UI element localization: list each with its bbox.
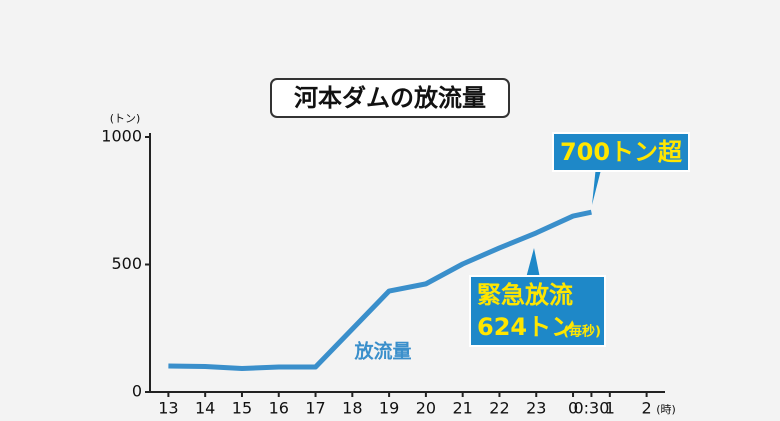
- callout-pointer: [592, 166, 602, 205]
- x-tick-label: 2: [642, 399, 652, 418]
- x-tick-label: 15: [232, 399, 252, 418]
- x-tick-label: 22: [489, 399, 509, 418]
- y-tick-label: 0: [132, 382, 142, 401]
- x-tick-label: 16: [269, 399, 289, 418]
- data-line: [168, 209, 592, 372]
- annotation: (毎秒): [563, 324, 601, 340]
- x-tick-label: 21: [452, 399, 472, 418]
- callout-pointer: [526, 248, 540, 278]
- x-tick-label: 0: [568, 399, 578, 418]
- callout-box: [552, 132, 690, 172]
- x-unit: (時): [656, 403, 676, 416]
- x-tick-label: 18: [342, 399, 362, 418]
- series-label: 放流量: [353, 340, 411, 363]
- annotation: 624トン: [477, 313, 575, 341]
- x-tick-label: 19: [379, 399, 399, 418]
- x-tick-label: 20: [416, 399, 436, 418]
- x-tick-label: 17: [305, 399, 325, 418]
- y-tick-label: 500: [111, 254, 142, 273]
- title-box: [270, 78, 510, 118]
- chart-title: 河本ダムの放流量: [294, 84, 486, 112]
- x-tick-label: 14: [195, 399, 215, 418]
- x-tick-label: 1: [605, 399, 615, 418]
- x-tick-label: 13: [158, 399, 178, 418]
- callout-box: [469, 275, 606, 347]
- x-tick-label: 0:30: [573, 399, 609, 418]
- annotation: 緊急放流: [477, 281, 573, 309]
- annotation: 700トン超: [560, 138, 683, 166]
- y-tick-label: 1000: [101, 127, 142, 146]
- y-unit: (トン): [110, 112, 141, 125]
- x-tick-label: 23: [526, 399, 546, 418]
